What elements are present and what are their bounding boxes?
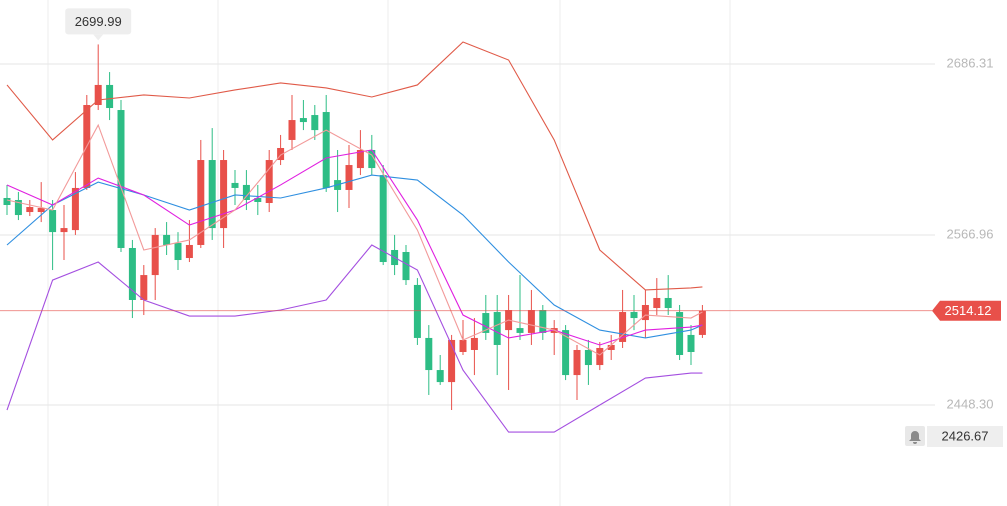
candle-body <box>197 160 205 245</box>
high-marker-label: 2699.99 <box>75 14 122 29</box>
high-marker-box <box>65 8 132 35</box>
candle-body <box>413 284 421 338</box>
candle-body <box>60 228 68 233</box>
candle-body <box>562 330 570 376</box>
high-marker-pointer <box>93 34 104 41</box>
candle-body <box>71 187 79 231</box>
candle-body <box>254 197 262 202</box>
candle-body <box>676 312 684 356</box>
candle-body <box>539 310 547 333</box>
candle-body <box>459 339 467 352</box>
candle-body <box>14 199 22 216</box>
indicator-line <box>6 123 703 356</box>
candle-body <box>208 160 216 229</box>
candle-body <box>185 244 193 259</box>
candle-body <box>436 370 444 383</box>
candle-body <box>311 115 319 131</box>
candle-body <box>619 312 627 342</box>
y-tick-label: 2686.31 <box>947 55 994 70</box>
candle-body <box>641 305 649 321</box>
candle-body <box>151 234 159 276</box>
candle-body <box>3 197 11 206</box>
candle-body <box>265 160 273 204</box>
candle-body <box>140 275 148 300</box>
candle-body <box>402 251 410 281</box>
candle-body <box>288 120 296 140</box>
candle-body <box>26 207 34 213</box>
y-tick-label: 2448.30 <box>947 396 994 411</box>
indicator-line <box>6 41 703 291</box>
candle-body <box>687 334 695 352</box>
alert-label: 2426.67 <box>942 428 989 443</box>
candle-body <box>448 339 456 383</box>
candle-body <box>516 328 524 333</box>
bell-glyph <box>909 430 921 444</box>
candle-body <box>242 184 250 200</box>
candle-body <box>106 84 114 109</box>
candle-body <box>630 312 638 319</box>
candle-body <box>277 147 285 161</box>
candle-body <box>664 297 672 309</box>
candle-body <box>174 242 182 261</box>
candle-body <box>163 234 171 245</box>
candle-body <box>299 118 307 123</box>
candle-body <box>425 337 433 371</box>
candle-body <box>584 349 592 366</box>
candle-body <box>653 297 661 309</box>
candle-body <box>128 247 136 300</box>
candle-body <box>231 182 239 188</box>
alert-box <box>927 425 1003 447</box>
candle-body <box>345 165 353 190</box>
time-grid <box>47 0 731 506</box>
candle-body <box>94 84 102 106</box>
candle-body <box>220 160 228 229</box>
candle-body <box>493 312 501 345</box>
candle-body <box>596 347 604 366</box>
current-price-label: 2514.12 <box>945 303 992 318</box>
indicator-line <box>6 244 703 433</box>
indicator-line <box>6 174 703 339</box>
candle-body <box>117 110 125 248</box>
candle-body <box>698 310 706 335</box>
candle-body <box>482 313 490 333</box>
candle-body <box>573 349 581 376</box>
candle-body <box>368 149 376 169</box>
alert-icon[interactable] <box>905 425 925 446</box>
candle-body <box>37 208 45 213</box>
candle-body <box>379 175 387 263</box>
candle-body <box>470 337 478 350</box>
candle-body <box>49 210 57 233</box>
candle-body <box>356 149 364 169</box>
current-price-tag <box>932 300 1001 321</box>
candle-body <box>607 344 615 350</box>
y-tick-label: 2566.96 <box>947 226 994 241</box>
indicator-line <box>6 149 703 346</box>
candle-body <box>322 112 330 188</box>
candle-body <box>527 310 535 333</box>
